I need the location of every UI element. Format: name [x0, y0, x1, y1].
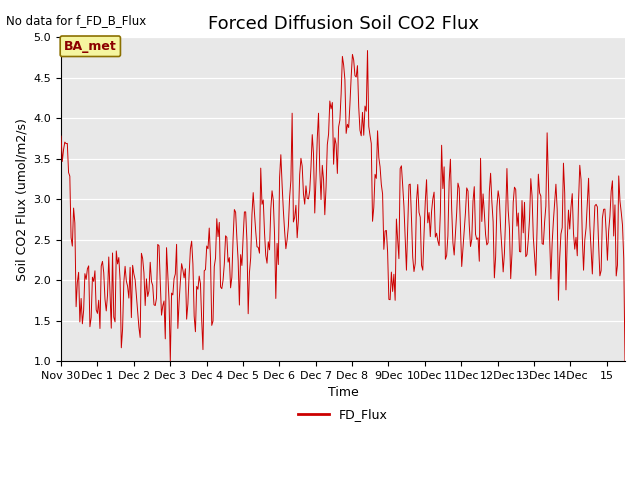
Title: Forced Diffusion Soil CO2 Flux: Forced Diffusion Soil CO2 Flux: [207, 15, 479, 33]
Y-axis label: Soil CO2 Flux (umol/m2/s): Soil CO2 Flux (umol/m2/s): [15, 118, 28, 281]
X-axis label: Time: Time: [328, 386, 358, 399]
Text: No data for f_FD_B_Flux: No data for f_FD_B_Flux: [6, 14, 147, 27]
Legend: FD_Flux: FD_Flux: [293, 403, 393, 426]
Text: BA_met: BA_met: [64, 40, 116, 53]
